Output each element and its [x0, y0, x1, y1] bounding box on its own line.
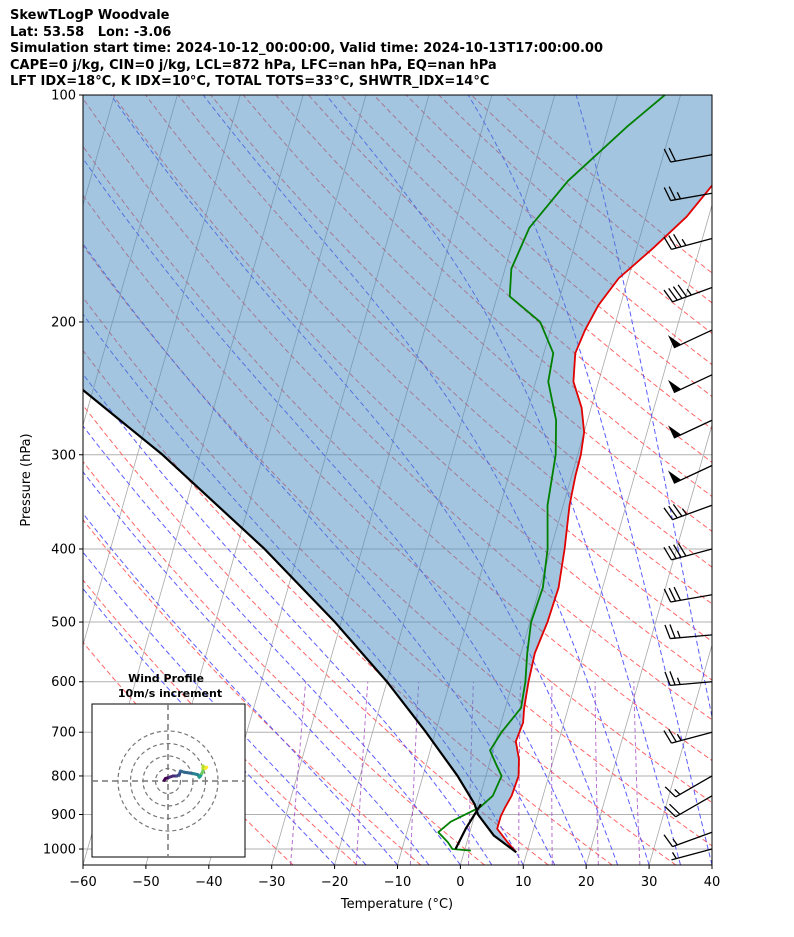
- y-tick-label: 300: [51, 448, 76, 463]
- wind-barb: [663, 728, 713, 744]
- dry-adiabat: [340, 95, 712, 430]
- temperature-line: [496, 184, 712, 853]
- x-tick-label: −60: [69, 875, 96, 890]
- x-tick-label: −50: [132, 875, 159, 890]
- x-tick-label: 20: [578, 875, 595, 890]
- wind-barb: [668, 419, 713, 439]
- wind-barb: [664, 795, 713, 818]
- wind-barb: [668, 329, 713, 349]
- y-tick-label: 1000: [43, 843, 76, 858]
- x-tick-label: 0: [456, 875, 464, 890]
- x-axis-label: Temperature (°C): [340, 897, 453, 912]
- lcl-dry-adiabat-line: [454, 803, 482, 850]
- parcel-profile-line: [83, 388, 517, 854]
- x-tick-label: 30: [641, 875, 658, 890]
- title-line-times: Simulation start time: 2024-10-12_00:00:…: [10, 41, 603, 56]
- x-tick-label: 10: [515, 875, 532, 890]
- wind-barb: [663, 284, 713, 303]
- hodograph-subtitle: 10m/s increment: [118, 687, 222, 700]
- wind-barb: [664, 624, 713, 640]
- wind-barb: [671, 848, 713, 861]
- wind-barb: [663, 543, 713, 561]
- axes: Temperature (°C) Pressure (hPa) −60 −50 −4…: [19, 89, 720, 913]
- isotherm: [522, 203, 712, 865]
- moist-adiabat: [467, 95, 712, 865]
- title-line-station: SkewTLogP Woodvale: [10, 8, 170, 23]
- title-line-cape: CAPE=0 j/kg, CIN=0 j/kg, LCL=872 hPa, LF…: [10, 57, 497, 73]
- y-tick-label: 900: [51, 808, 76, 823]
- x-tick-label: −30: [258, 875, 285, 890]
- wind-barbs: [663, 147, 713, 861]
- isotherm: [648, 643, 712, 865]
- hodograph-inset: Wind Profile 10m/s increment: [91, 672, 246, 858]
- wind-barb: [668, 374, 713, 394]
- y-tick-label: 800: [51, 769, 76, 784]
- title-line-indices: LFT IDX=18°C, K IDX=10°C, TOTAL TOTS=33°…: [10, 74, 490, 89]
- y-tick-label: 500: [51, 616, 76, 631]
- x-tick-label: −40: [195, 875, 222, 890]
- moist-adiabat: [83, 512, 398, 865]
- dewpoint-line: [437, 95, 666, 852]
- wind-barb: [668, 464, 713, 484]
- mixing-ratio-line: [594, 681, 599, 865]
- mixing-ratio-line: [518, 681, 522, 865]
- wind-barb: [663, 831, 713, 848]
- moist-adiabat: [83, 373, 493, 865]
- isotherm: [711, 863, 712, 865]
- wind-barb: [664, 775, 713, 798]
- cape-shaded-area: [83, 95, 712, 853]
- isotherm: [775, 95, 794, 865]
- y-tick-label: 200: [51, 315, 76, 330]
- isotherm: [585, 423, 712, 865]
- x-tick-label: 40: [704, 875, 721, 890]
- y-tick-label: 600: [51, 675, 76, 690]
- mixing-ratio-line: [633, 681, 641, 865]
- moist-adiabat: [83, 425, 461, 865]
- y-tick-label: 100: [51, 89, 76, 104]
- moist-adiabat: [202, 95, 650, 865]
- wind-barb: [663, 233, 713, 251]
- dry-adiabat: [83, 244, 712, 847]
- dry-adiabat: [83, 579, 358, 865]
- wind-barb: [663, 186, 713, 202]
- moist-adiabat: [83, 587, 335, 865]
- y-axis-label: Pressure (hPa): [19, 433, 34, 526]
- dry-adiabat: [83, 641, 294, 865]
- dry-adiabat: [83, 349, 613, 865]
- wind-barb: [664, 671, 713, 687]
- wind-barb: [663, 147, 713, 163]
- chart-title-block: SkewTLogP Woodvale Lat: 53.58 Lon: -3.06…: [10, 8, 603, 91]
- mixing-ratio-line: [551, 681, 553, 865]
- mixing-ratio-line: [355, 681, 369, 865]
- mixing-ratio-line: [409, 681, 420, 865]
- moist-adiabat: [575, 95, 712, 720]
- x-tick-label: −10: [384, 875, 411, 890]
- sounding-profiles: [83, 95, 712, 854]
- hodograph-trace-segment: [204, 765, 209, 770]
- wind-barb: [663, 586, 713, 603]
- moist-adiabat: [83, 471, 430, 865]
- title-line-location: Lat: 53.58 Lon: -3.06: [10, 24, 172, 40]
- dry-adiabat: [83, 519, 422, 865]
- mixing-ratio-line: [290, 681, 307, 865]
- wind-barb: [663, 504, 713, 521]
- dry-adiabat: [83, 296, 677, 865]
- x-tick-label: −20: [321, 875, 348, 890]
- moist-adiabat: [83, 551, 367, 865]
- y-tick-label: 700: [51, 726, 76, 741]
- hodograph-title: Wind Profile: [128, 672, 204, 685]
- y-tick-label: 400: [51, 542, 76, 557]
